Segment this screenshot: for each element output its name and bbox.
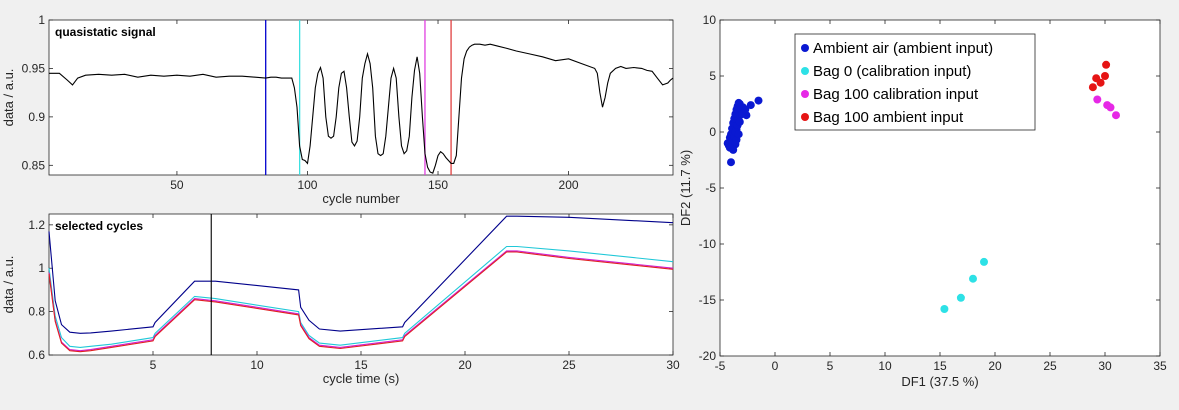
scatter-point bbox=[980, 257, 988, 266]
scatter-point bbox=[741, 105, 750, 114]
x-tick-label: 5 bbox=[827, 359, 834, 373]
x-tick-label: 0 bbox=[772, 359, 779, 373]
scatter-point bbox=[754, 96, 763, 105]
df-scatter-plot: -5 0 5 10 15 20 25 30 35 -20 -15 -10 -5 0 5 10 DF1 (37.5… bbox=[678, 13, 1167, 389]
plot-title: selected cycles bbox=[55, 219, 143, 233]
y-tick-label: 0 bbox=[709, 125, 716, 139]
legend-label: Ambient air (ambient input) bbox=[813, 40, 993, 57]
y-tick-label: 0.85 bbox=[22, 158, 46, 172]
plot-title: quasistatic signal bbox=[55, 25, 156, 39]
scatter-point bbox=[735, 117, 744, 126]
legend-label: Bag 100 ambient input bbox=[813, 109, 964, 126]
legend-box bbox=[794, 33, 1036, 131]
scatter-point bbox=[734, 130, 743, 139]
scatter-point bbox=[969, 274, 977, 283]
scatter-point bbox=[940, 305, 949, 313]
y-tick-label: 1 bbox=[38, 13, 45, 27]
scatter-point bbox=[956, 293, 965, 302]
x-tick-label: 150 bbox=[428, 178, 448, 192]
x-tick-label: 20 bbox=[988, 359, 1002, 373]
y-axis-label: data / a.u. bbox=[1, 69, 16, 127]
y-tick-label: 0.9 bbox=[28, 110, 45, 124]
cycle-line bbox=[48, 250, 674, 352]
cycle-line bbox=[48, 251, 674, 353]
signal-line bbox=[49, 43, 674, 174]
scatter-point bbox=[1101, 72, 1109, 80]
y-tick-label: -5 bbox=[705, 181, 716, 195]
legend-label: Bag 100 calibration input bbox=[813, 86, 979, 103]
scatter-point bbox=[725, 143, 734, 152]
cycle-line bbox=[48, 245, 674, 348]
x-tick-label: 10 bbox=[250, 358, 264, 372]
scatter-point bbox=[1096, 78, 1105, 87]
plot-area bbox=[48, 213, 674, 356]
x-axis-label: cycle number bbox=[322, 191, 400, 206]
x-tick-label: 25 bbox=[1043, 359, 1057, 373]
x-tick-label: 35 bbox=[1153, 359, 1167, 373]
y-tick-label: -15 bbox=[699, 293, 717, 307]
x-tick-label: 5 bbox=[150, 358, 157, 372]
scatter-point bbox=[1088, 83, 1097, 92]
scatter-point bbox=[1112, 111, 1120, 120]
x-tick-label: 15 bbox=[354, 358, 368, 372]
y-tick-label: 1.2 bbox=[28, 218, 45, 232]
x-tick-label: 100 bbox=[297, 178, 317, 192]
x-tick-label: 30 bbox=[1098, 359, 1112, 373]
y-tick-label: 0.95 bbox=[22, 61, 46, 75]
x-axis-label: DF1 (37.5 %) bbox=[901, 374, 978, 389]
legend-label: Bag 0 (calibration input) bbox=[813, 63, 971, 80]
x-tick-label: 25 bbox=[562, 358, 576, 372]
scatter-point bbox=[727, 158, 735, 167]
y-tick-label: 0.8 bbox=[28, 305, 45, 319]
y-tick-label: 1 bbox=[38, 261, 45, 275]
y-tick-label: -20 bbox=[699, 349, 717, 363]
x-tick-label: 20 bbox=[458, 358, 472, 372]
legend-marker bbox=[801, 44, 809, 52]
x-tick-label: 50 bbox=[170, 178, 184, 192]
y-tick-label: -10 bbox=[699, 237, 717, 251]
y-tick-label: 5 bbox=[709, 69, 716, 83]
x-tick-label: -5 bbox=[715, 359, 726, 373]
x-axis-label: cycle time (s) bbox=[323, 371, 400, 386]
x-tick-label: 30 bbox=[666, 358, 680, 372]
cycle-line bbox=[48, 215, 674, 334]
selected-cycles-plot: 5 10 15 20 25 30 0.6 0.8 1 1.2 cycle time (s) data … bbox=[1, 213, 680, 386]
scatter-point bbox=[1093, 95, 1102, 104]
quasistatic-signal-plot: 50 100 150 200 0.85 0.9 0.95 1 cycle number data … bbox=[1, 13, 674, 206]
scatter-point bbox=[746, 101, 755, 110]
x-tick-label: 15 bbox=[933, 359, 947, 373]
legend-marker bbox=[801, 67, 809, 75]
scatter-point bbox=[1106, 103, 1115, 112]
y-tick-label: 10 bbox=[703, 13, 717, 27]
legend-marker bbox=[801, 90, 809, 98]
y-axis-label: DF2 (11.7 %) bbox=[678, 150, 693, 226]
x-tick-label: 10 bbox=[878, 359, 892, 373]
y-axis-label: data / a.u. bbox=[1, 256, 16, 314]
scatter-point bbox=[1102, 60, 1111, 69]
legend-marker bbox=[801, 113, 809, 121]
y-tick-label: 0.6 bbox=[28, 348, 45, 362]
x-tick-label: 200 bbox=[559, 178, 579, 192]
